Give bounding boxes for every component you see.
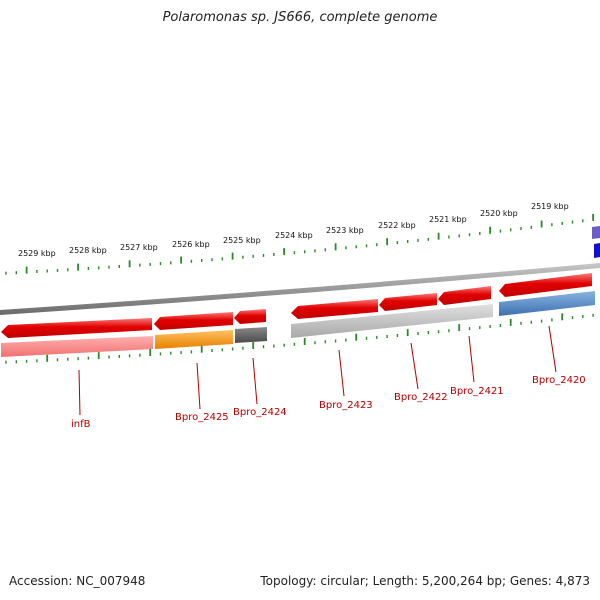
genome-backbone (0, 263, 600, 315)
kbp-label: 2525 kbp (223, 236, 261, 245)
gene-label-bpro-2423: Bpro_2423 (319, 400, 373, 411)
gene-bpro-2422[interactable] (379, 293, 437, 311)
leader-bpro-2425 (196, 362, 201, 410)
kbp-label: 2529 kbp (18, 249, 56, 258)
genome-summary-text: Topology: circular; Length: 5,200,264 bp… (260, 574, 590, 588)
kbp-label-group: 2529 kbp 2528 kbp 2527 kbp 2526 kbp 2525… (18, 202, 569, 258)
track-steel (499, 291, 595, 316)
accession-text: Accession: NC_007948 (9, 574, 146, 588)
gene-bpro-2420[interactable] (499, 273, 592, 297)
kbp-label: 2521 kbp (429, 215, 467, 224)
map-title: Polaromonas sp. JS666, complete genome (162, 10, 438, 25)
track-dark (235, 327, 267, 343)
gene-bpro-2423[interactable] (291, 299, 378, 319)
leader-bpro-2424 (252, 357, 258, 405)
gene-label-bpro-2421: Bpro_2421 (450, 386, 504, 397)
kbp-label: 2527 kbp (120, 243, 158, 252)
kbp-label: 2523 kbp (326, 226, 364, 235)
track-gray (291, 304, 493, 338)
kbp-label: 2526 kbp (172, 240, 210, 249)
gene-infB[interactable] (1, 318, 152, 338)
gene-label-infB: infB (71, 419, 91, 430)
gene-partial-blue[interactable] (594, 243, 600, 258)
kbp-label: 2522 kbp (378, 221, 416, 230)
gene-label-group: infB Bpro_2425 Bpro_2424 Bpro_2423 Bpro_… (71, 375, 586, 430)
gene-label-leaders (78, 325, 557, 416)
forward-strand-track (1, 226, 600, 338)
gene-label-bpro-2422: Bpro_2422 (394, 392, 448, 403)
leader-bpro-2421 (468, 335, 475, 383)
kbp-label: 2528 kbp (69, 246, 107, 255)
track-pink (1, 336, 153, 357)
leader-bpro-2420 (548, 325, 557, 373)
gene-partial-purple[interactable] (592, 226, 600, 239)
gene-label-bpro-2425: Bpro_2425 (175, 412, 229, 423)
gene-bpro-2421[interactable] (438, 286, 491, 305)
feature-track (1, 291, 595, 357)
gene-label-bpro-2424: Bpro_2424 (233, 407, 287, 418)
track-orange (155, 330, 233, 349)
kbp-label: 2519 kbp (531, 202, 569, 211)
inner-tick-track (5, 313, 594, 364)
kbp-label: 2520 kbp (480, 209, 518, 218)
kbp-label: 2524 kbp (275, 231, 313, 240)
leader-bpro-2422 (410, 342, 419, 390)
outer-tick-track (5, 213, 594, 275)
gene-label-bpro-2420: Bpro_2420 (532, 375, 586, 386)
leader-infB (78, 369, 81, 416)
gene-bpro-2424[interactable] (234, 309, 266, 324)
leader-bpro-2423 (338, 349, 345, 397)
gene-bpro-2425[interactable] (154, 312, 233, 330)
